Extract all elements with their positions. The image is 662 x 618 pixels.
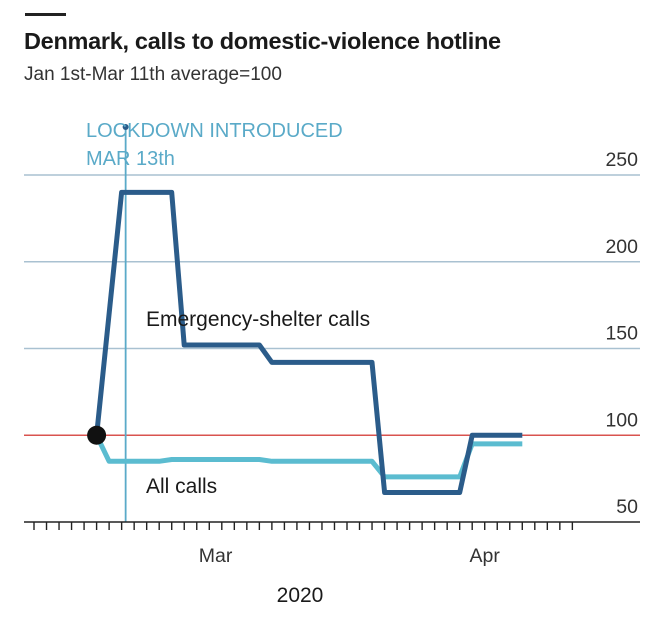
header-rule — [25, 13, 66, 16]
lockdown-label-line2: MAR 13th — [86, 148, 175, 170]
x-tick-label: Mar — [199, 545, 233, 567]
start-point-marker — [87, 425, 107, 445]
y-tick-label: 250 — [605, 149, 638, 171]
gridlines: 50 100 150 200 250 — [24, 149, 640, 518]
y-tick-label: 100 — [605, 409, 638, 431]
chart-title: Denmark, calls to domestic-violence hotl… — [24, 28, 501, 54]
x-tick-label: Apr — [470, 545, 501, 567]
y-tick-label: 50 — [616, 496, 638, 518]
x-axis: Mar Apr — [24, 521, 640, 567]
series-label-emergency: Emergency-shelter calls — [146, 308, 370, 331]
chart-subtitle: Jan 1st-Mar 11th average=100 — [24, 64, 282, 85]
y-tick-label: 150 — [605, 323, 638, 345]
series-labels: Emergency-shelter calls All calls — [146, 308, 370, 498]
series-line-emergency — [94, 189, 523, 495]
lockdown-label-line1: LOCKDOWN INTRODUCED — [86, 120, 343, 142]
series-lines — [87, 189, 523, 495]
x-axis-title: 2020 — [277, 584, 324, 607]
y-tick-label: 200 — [605, 236, 638, 258]
lockdown-marker-dot — [122, 124, 129, 130]
series-line-all-calls — [94, 434, 523, 480]
series-label-all-calls: All calls — [146, 475, 217, 498]
